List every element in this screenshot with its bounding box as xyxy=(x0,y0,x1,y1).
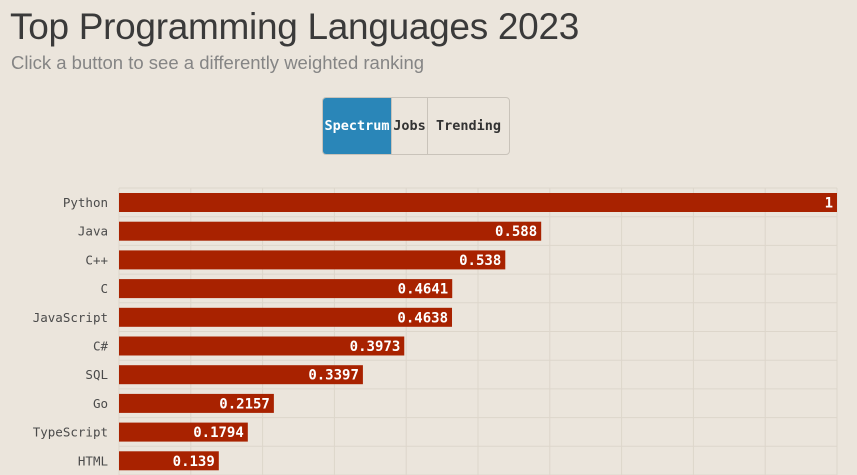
bar-sql xyxy=(119,365,363,385)
bar-java xyxy=(119,221,542,241)
value-label: 0.1794 xyxy=(193,425,244,441)
category-label: TypeScript xyxy=(33,425,108,440)
trending-button[interactable]: Trending xyxy=(435,118,502,134)
bar-html xyxy=(119,451,219,471)
page-title: Top Programming Languages 2023 xyxy=(10,6,579,47)
category-label: JavaScript xyxy=(33,310,108,325)
bar-go xyxy=(119,393,274,413)
category-label: C xyxy=(100,281,108,296)
value-label: 0.2157 xyxy=(219,396,270,412)
category-label: Python xyxy=(63,195,108,210)
value-label: 0.538 xyxy=(459,253,501,269)
category-label: Java xyxy=(78,224,108,239)
category-label: Go xyxy=(93,396,108,411)
value-label: 0.4638 xyxy=(397,310,448,326)
jobs-button[interactable]: Jobs xyxy=(392,98,428,154)
category-label: C# xyxy=(93,339,109,354)
ranking-button-group: Spectrum Jobs Trending xyxy=(322,97,510,155)
value-label: 0.4641 xyxy=(398,282,449,298)
bar-typescript xyxy=(119,422,248,442)
value-label: 0.139 xyxy=(173,454,215,470)
bar-python xyxy=(119,193,837,212)
value-label: 1 xyxy=(825,196,833,212)
category-label: SQL xyxy=(85,367,108,382)
bar-c xyxy=(119,279,453,299)
value-label: 0.588 xyxy=(495,224,537,240)
spectrum-button[interactable]: Spectrum xyxy=(323,98,392,154)
value-label: 0.3973 xyxy=(350,339,401,355)
category-label: C++ xyxy=(85,252,108,267)
category-label: HTML xyxy=(78,453,108,468)
bar-c- xyxy=(119,336,405,356)
bar-javascript xyxy=(119,307,453,327)
bar-c- xyxy=(119,250,506,270)
value-label: 0.3397 xyxy=(308,368,359,384)
page-subtitle: Click a button to see a differently weig… xyxy=(11,52,425,73)
